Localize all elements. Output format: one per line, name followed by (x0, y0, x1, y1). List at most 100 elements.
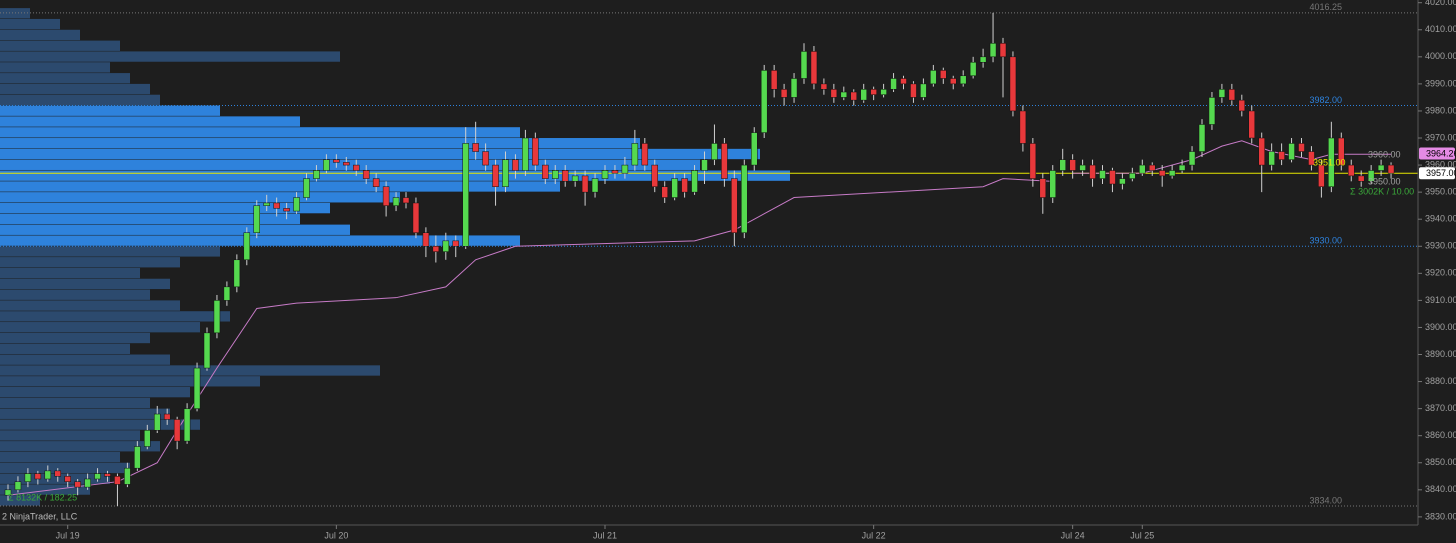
level-label: 4016.25 (1309, 2, 1342, 12)
candle-body (44, 470, 52, 480)
candle-body (104, 473, 111, 477)
x-tick-label: Jul 21 (593, 530, 617, 540)
candle-body (502, 159, 509, 187)
candle-body (979, 56, 987, 63)
candle-body (1188, 151, 1196, 166)
profile-bar (0, 441, 160, 452)
candle-body (283, 208, 290, 212)
candle-body (850, 91, 857, 101)
candle-body (1278, 151, 1285, 160)
candle-body (1049, 170, 1056, 198)
candle-body (532, 137, 539, 166)
candle-body (1089, 164, 1096, 179)
candle-body (581, 175, 589, 193)
profile-bar (0, 62, 110, 73)
profile-bar (0, 18, 60, 30)
y-tick-label: 3850.00 (1425, 457, 1456, 467)
profile-bar (0, 116, 300, 127)
candle-body (711, 143, 718, 160)
candle-body (193, 367, 201, 409)
y-tick-label: 3870.00 (1425, 403, 1456, 413)
profile-bar (0, 224, 350, 235)
candle-body (840, 91, 848, 98)
profile-bar (0, 300, 180, 311)
candle-body (900, 78, 907, 85)
profile-bar (0, 311, 230, 322)
candle-body (74, 481, 81, 488)
y-tick-label: 3900.00 (1425, 322, 1456, 332)
profile-bar (0, 246, 220, 257)
profile-bar (0, 29, 80, 41)
candle-body (24, 473, 32, 482)
profile-bar (0, 397, 150, 409)
profile-bar (0, 51, 340, 62)
candle-body (969, 61, 977, 77)
profile-bar (0, 94, 160, 106)
vwap-line (7, 178, 1053, 496)
profile-bar (0, 462, 130, 474)
x-tick-label: Jul 19 (56, 530, 80, 540)
candle-body (114, 476, 121, 485)
price-tag (1419, 167, 1455, 180)
candle-body (522, 137, 529, 171)
candle-body (1268, 151, 1275, 166)
candle-body (333, 159, 340, 163)
y-tick-label: 3880.00 (1425, 376, 1456, 386)
candle-body (94, 473, 101, 480)
candle-body (880, 89, 887, 95)
candle-body (950, 78, 957, 85)
profile-bar (0, 289, 150, 300)
y-tick-label: 3990.00 (1425, 78, 1456, 88)
candle-body (1129, 172, 1136, 179)
candle-body (412, 202, 420, 233)
candle-body (731, 178, 738, 233)
profile-bar (0, 278, 170, 290)
candle-body (34, 473, 42, 480)
candle-body (780, 89, 788, 98)
candle-body (134, 446, 141, 469)
candle-body (1318, 164, 1325, 187)
candle-body (293, 197, 300, 212)
candle-body (183, 408, 191, 442)
candle-body (552, 170, 559, 179)
candle-body (1228, 89, 1236, 101)
candle-body (999, 43, 1007, 58)
candle-body (173, 419, 181, 442)
profile-bar (0, 451, 120, 463)
candle-body (651, 164, 658, 187)
candle-body (313, 170, 320, 179)
candle-body (1119, 178, 1126, 185)
x-tick-label: Jul 22 (862, 530, 886, 540)
annotation: 3951.00 (1313, 157, 1346, 167)
profile-bar (0, 40, 120, 51)
candle-body (671, 178, 678, 198)
y-tick-label: 4010.00 (1425, 24, 1456, 34)
profile-bar (0, 181, 560, 192)
candle-body (1019, 110, 1027, 144)
profile-bar (0, 73, 130, 84)
candle-body (1367, 170, 1375, 182)
y-tick-label: 3890.00 (1425, 349, 1456, 359)
candle-body (233, 259, 241, 288)
candle-body (1079, 164, 1086, 171)
profile-bar (0, 148, 760, 160)
candle-body (392, 197, 400, 206)
candle-body (472, 143, 479, 152)
profile-bar (0, 376, 260, 387)
profile-bar (0, 354, 170, 365)
candle-body (323, 159, 330, 171)
candle-body (760, 70, 768, 133)
candle-body (452, 240, 459, 247)
candle-body (1377, 164, 1385, 171)
profile-bar (0, 343, 130, 355)
candle-body (820, 83, 828, 90)
candle-body (621, 164, 629, 174)
price-tag-label: 3957.00 (1426, 168, 1456, 178)
candle-body (790, 78, 798, 98)
profile-bar (0, 159, 700, 170)
candle-body (1109, 170, 1116, 185)
candle-body (203, 332, 211, 369)
candle-body (372, 178, 380, 187)
candle-body (830, 89, 838, 98)
candle-body (1258, 137, 1265, 166)
